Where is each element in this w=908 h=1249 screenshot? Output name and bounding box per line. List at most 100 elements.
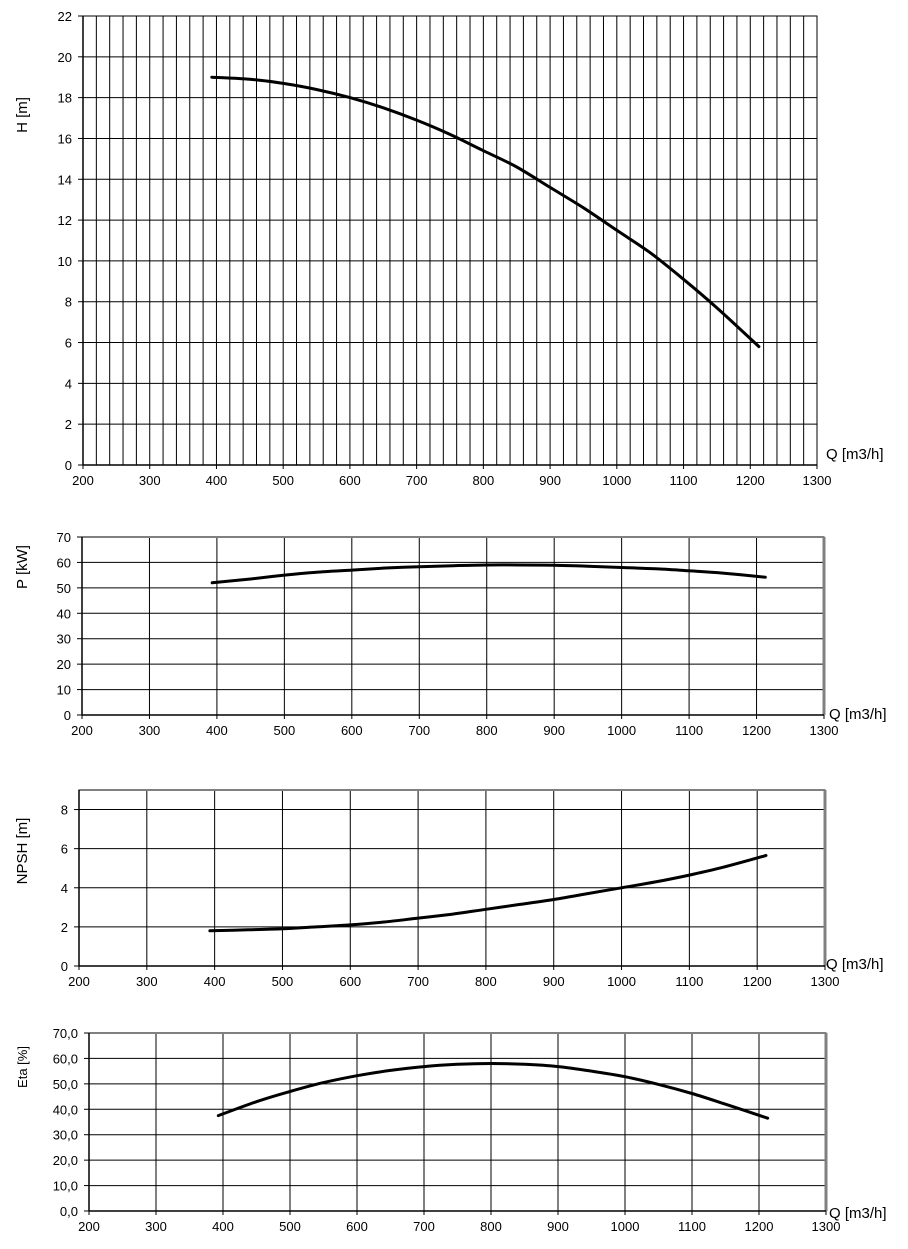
x-tick-label: 600 bbox=[339, 974, 361, 989]
y-tick-label: 2 bbox=[65, 417, 72, 432]
y-tick-label: 10 bbox=[58, 254, 72, 269]
x-tick-label: 200 bbox=[72, 473, 94, 488]
x-tick-label: 400 bbox=[206, 473, 228, 488]
x-tick-label: 1200 bbox=[743, 974, 772, 989]
y-tick-label: 4 bbox=[65, 376, 72, 391]
x-tick-label: 1300 bbox=[803, 473, 832, 488]
y-tick-label: 18 bbox=[58, 91, 72, 106]
x-tick-label: 200 bbox=[78, 1219, 100, 1234]
plot-area bbox=[78, 789, 826, 967]
x-tick-label: 800 bbox=[480, 1219, 502, 1234]
y-tick-label: 16 bbox=[58, 131, 72, 146]
y-tick-label: 20,0 bbox=[53, 1153, 78, 1168]
x-tick-label: 800 bbox=[475, 974, 497, 989]
series-line-efficiency bbox=[216, 1062, 770, 1120]
y-tick-label: 0 bbox=[64, 708, 71, 723]
y-tick-label: 10 bbox=[57, 683, 71, 698]
y-tick-label: 20 bbox=[57, 657, 71, 672]
x-tick-label: 300 bbox=[145, 1219, 167, 1234]
y-tick-label: 0 bbox=[65, 458, 72, 473]
y-axis-label: Eta [%] bbox=[15, 1046, 30, 1088]
x-tick-label: 1100 bbox=[675, 974, 703, 989]
x-tick-label: 800 bbox=[473, 473, 495, 488]
x-tick-label: 200 bbox=[71, 723, 93, 738]
x-tick-label: 900 bbox=[547, 1219, 569, 1234]
x-tick-label: 400 bbox=[206, 723, 228, 738]
y-tick-label: 0 bbox=[61, 959, 68, 974]
x-tick-label: 900 bbox=[543, 723, 565, 738]
y-tick-label: 60,0 bbox=[53, 1051, 78, 1066]
y-tick-label: 8 bbox=[61, 803, 68, 818]
y-tick-label: 8 bbox=[65, 295, 72, 310]
y-tick-label: 50 bbox=[57, 581, 71, 596]
x-tick-label: 1300 bbox=[811, 974, 840, 989]
y-tick-label: 0,0 bbox=[60, 1204, 78, 1219]
x-tick-label: 400 bbox=[204, 974, 226, 989]
x-axis-label: Q [m3/h] bbox=[826, 956, 884, 973]
x-tick-label: 1200 bbox=[745, 1219, 774, 1234]
plot-area bbox=[88, 1032, 827, 1212]
y-tick-label: 70,0 bbox=[53, 1026, 78, 1041]
gridlines bbox=[79, 790, 825, 966]
y-tick-label: 12 bbox=[58, 213, 72, 228]
gridlines bbox=[89, 1033, 826, 1211]
x-tick-label: 1300 bbox=[810, 723, 839, 738]
series-line-head bbox=[210, 75, 761, 349]
x-tick-label: 1000 bbox=[602, 473, 631, 488]
y-tick-label: 70 bbox=[57, 530, 71, 545]
x-tick-label: 500 bbox=[279, 1219, 301, 1234]
x-tick-label: 1000 bbox=[607, 723, 636, 738]
x-tick-label: 600 bbox=[339, 473, 361, 488]
x-tick-label: 800 bbox=[476, 723, 498, 738]
y-tick-label: 14 bbox=[58, 172, 72, 187]
x-tick-label: 300 bbox=[136, 974, 158, 989]
x-axis-label: Q [m3/h] bbox=[829, 1205, 887, 1222]
y-tick-label: 2 bbox=[61, 920, 68, 935]
y-tick-label: 22 bbox=[58, 9, 72, 24]
x-tick-label: 1100 bbox=[678, 1219, 706, 1234]
gridlines bbox=[83, 16, 817, 465]
x-tick-label: 1000 bbox=[611, 1219, 640, 1234]
chart-efficiency: 200 300 400 500 600 700 800 900 1000 1100 1200 1300… bbox=[15, 1026, 887, 1234]
x-tick-label: 600 bbox=[346, 1219, 368, 1234]
y-tick-label: 60 bbox=[57, 555, 71, 570]
x-tick-label: 900 bbox=[539, 473, 561, 488]
x-tick-label: 1300 bbox=[812, 1219, 841, 1234]
y-tick-label: 4 bbox=[61, 881, 68, 896]
x-tick-label: 600 bbox=[341, 723, 363, 738]
x-tick-label: 1000 bbox=[607, 974, 636, 989]
y-tick-label: 40 bbox=[57, 606, 71, 621]
x-tick-label: 500 bbox=[274, 723, 296, 738]
y-tick-label: 10,0 bbox=[53, 1179, 78, 1194]
plot-area bbox=[81, 536, 825, 716]
chart-npsh: 200 300 400 500 600 700 800 900 1000 1100 1200 1300… bbox=[14, 789, 884, 989]
x-tick-label: 1200 bbox=[742, 723, 771, 738]
y-tick-label: 30 bbox=[57, 632, 71, 647]
x-axis-label: Q [m3/h] bbox=[826, 446, 884, 463]
x-tick-label: 400 bbox=[212, 1219, 234, 1234]
y-tick-label: 50,0 bbox=[53, 1077, 78, 1092]
x-tick-label: 700 bbox=[408, 723, 430, 738]
y-axis-label: H [m] bbox=[14, 97, 31, 133]
x-tick-label: 500 bbox=[272, 473, 294, 488]
y-tick-label: 6 bbox=[65, 336, 72, 351]
series-line-npsh bbox=[208, 854, 768, 933]
y-tick-label: 40,0 bbox=[53, 1102, 78, 1117]
x-axis-label: Q [m3/h] bbox=[829, 706, 887, 723]
gridlines bbox=[82, 537, 824, 715]
x-tick-label: 1200 bbox=[736, 473, 765, 488]
plot-area bbox=[82, 15, 818, 466]
y-axis-label: P [kW] bbox=[14, 545, 31, 589]
x-tick-label: 500 bbox=[272, 974, 294, 989]
x-tick-label: 700 bbox=[413, 1219, 435, 1234]
y-tick-label: 20 bbox=[58, 50, 72, 65]
y-axis-label: NPSH [m] bbox=[14, 818, 31, 885]
x-tick-label: 300 bbox=[139, 473, 161, 488]
x-tick-label: 200 bbox=[68, 974, 90, 989]
x-tick-label: 700 bbox=[407, 974, 429, 989]
x-tick-label: 300 bbox=[139, 723, 161, 738]
chart-head: 200 300 400 500 600 700 800 900 1000 1100 1200 1300… bbox=[14, 9, 884, 488]
y-tick-label: 30,0 bbox=[53, 1128, 78, 1143]
chart-power: 200 300 400 500 600 700 800 900 1000 1100 1200 1300… bbox=[14, 530, 887, 738]
